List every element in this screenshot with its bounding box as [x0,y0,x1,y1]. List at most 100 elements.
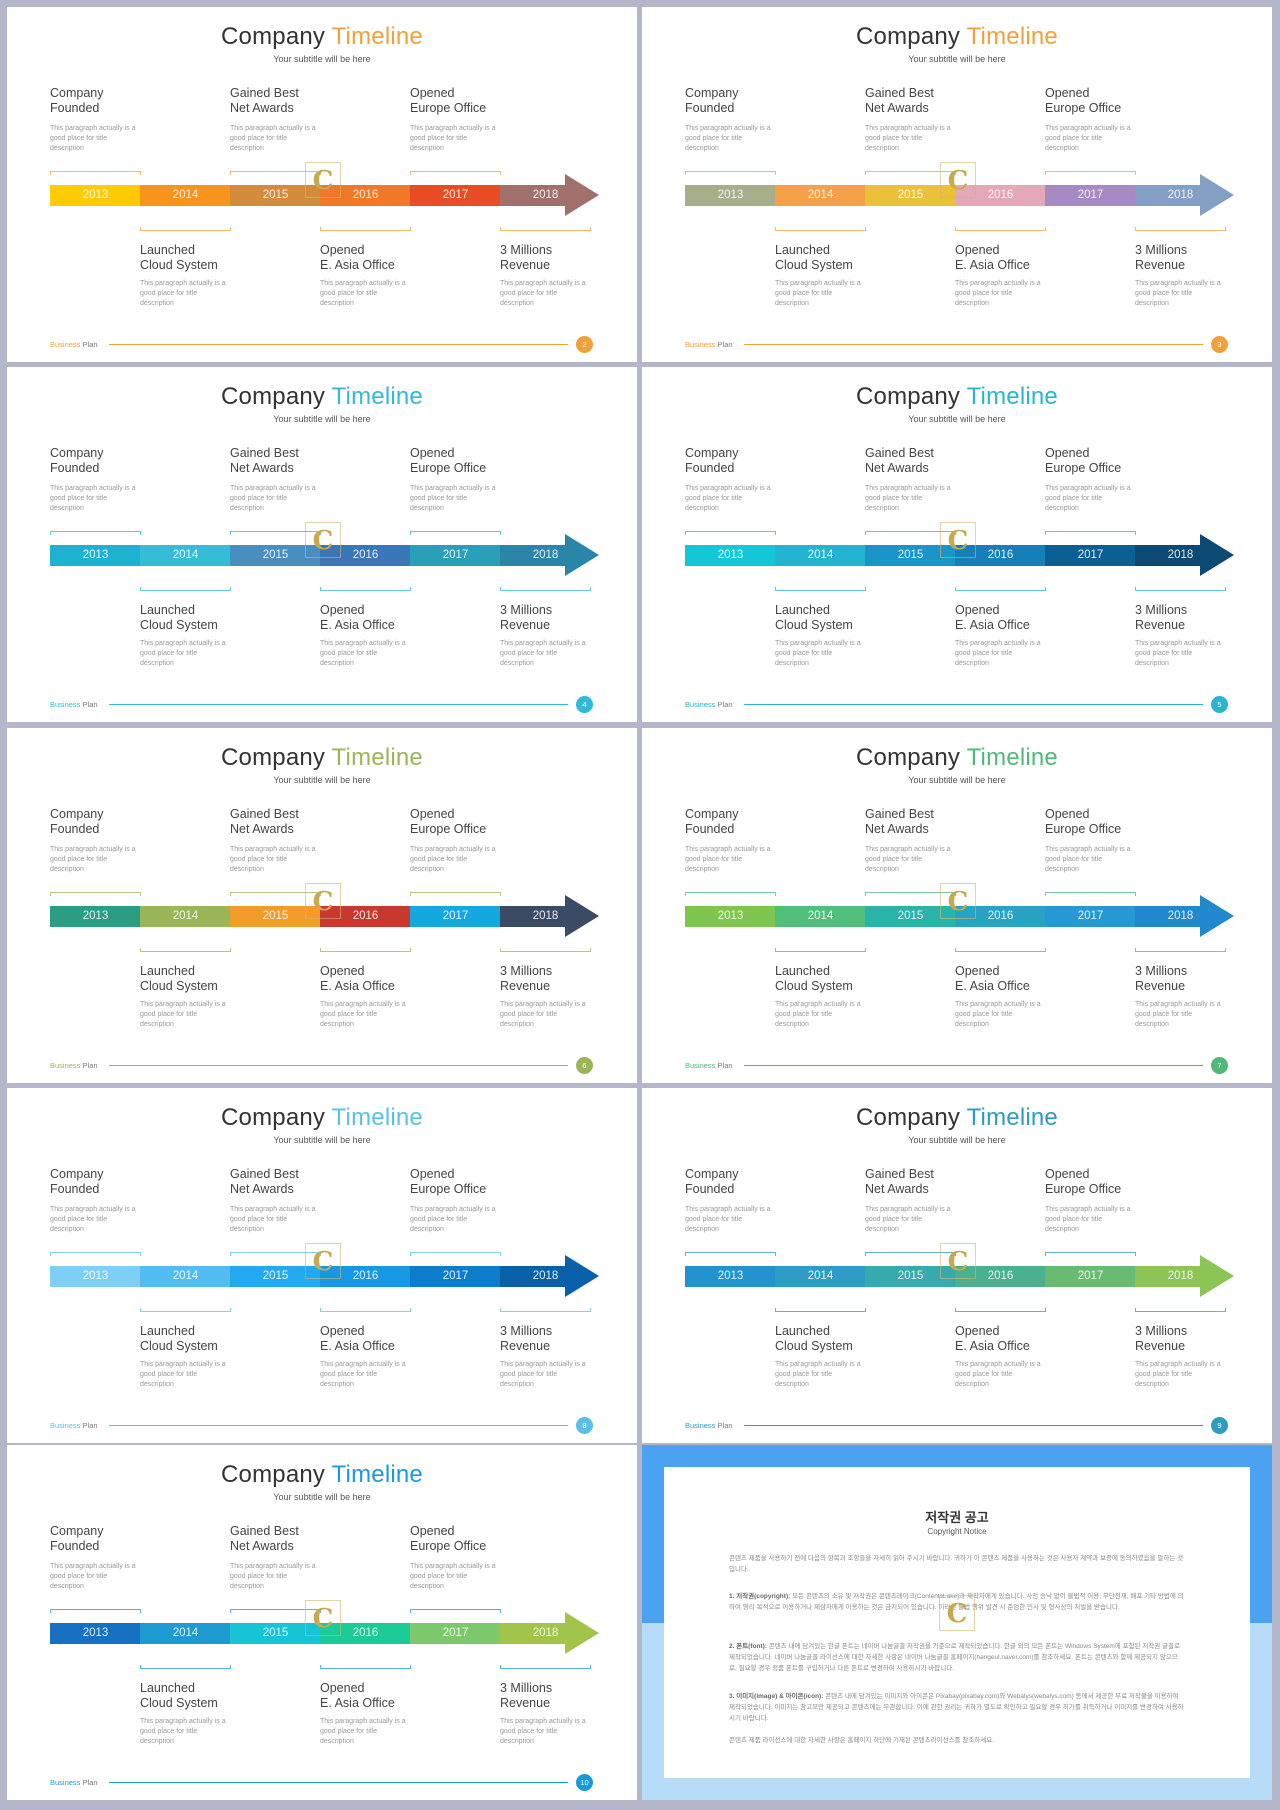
year-2016: 2016 [955,545,1046,566]
event-title-launched-cloud-system: Launched Cloud System [140,1681,218,1710]
event-desc: This paragraph actually is a good place f… [230,1563,316,1590]
year-2014: 2014 [140,545,231,566]
timeline-slide-6[interactable]: Company Timeline Your subtitle will be h… [7,728,637,1083]
bracket [955,587,1046,591]
slide-title: Company Timeline [856,23,1058,50]
timeline-arrow-head [1200,534,1234,576]
timeline-arrow-head [1200,1255,1234,1297]
year-2016: 2016 [955,1266,1046,1287]
footer-line [744,704,1203,705]
bracket [1135,1308,1226,1312]
event-title-3-millions-revenue: 3 Millions Revenue [1135,603,1188,632]
timeline-arrow-head [565,534,599,576]
year-2013: 2013 [685,545,776,566]
year-2017: 2017 [1045,906,1136,927]
bracket [500,948,591,952]
timeline-slide-5[interactable]: Company Timeline Your subtitle will be h… [642,367,1272,722]
bracket [410,531,501,535]
event-title-launched-cloud-system: Launched Cloud System [775,964,853,993]
bracket [410,1252,501,1256]
bracket [865,171,956,175]
event-title-opened-e-asia-office: Opened E. Asia Office [955,964,1030,993]
bracket [230,531,321,535]
event-title-opened-e-asia-office: Opened E. Asia Office [320,603,395,632]
event-title-gained-best-net-awards: Gained Best Net Awards [865,86,934,115]
watermark-logo: C [305,1600,341,1636]
year-2013: 2013 [685,906,776,927]
bracket [955,1308,1046,1312]
bracket [500,227,591,231]
event-desc: This paragraph actually is a good place f… [955,1001,1041,1028]
bracket [955,227,1046,231]
page-number-badge: 6 [576,1057,593,1074]
event-desc: This paragraph actually is a good place f… [50,485,136,512]
bracket [230,1609,321,1613]
timeline-slide-10[interactable]: Company Timeline Your subtitle will be h… [7,1445,637,1800]
event-title-opened-e-asia-office: Opened E. Asia Office [320,1324,395,1353]
bracket [320,1308,411,1312]
footer-brand: Business Plan [50,700,98,709]
slide-title: Company Timeline [856,744,1058,771]
page-number-badge: 4 [576,696,593,713]
event-title-opened-e-asia-office: Opened E. Asia Office [955,1324,1030,1353]
watermark-logo: C [940,522,976,558]
year-2014: 2014 [140,1266,231,1287]
event-title-3-millions-revenue: 3 Millions Revenue [500,964,553,993]
year-2018: 2018 [1135,906,1201,927]
bracket [410,1609,501,1613]
event-desc: This paragraph actually is a good place f… [1045,485,1131,512]
bracket [320,587,411,591]
bracket [685,171,776,175]
event-desc: This paragraph actually is a good place f… [775,1001,861,1028]
timeline-slide-8[interactable]: Company Timeline Your subtitle will be h… [7,1088,637,1443]
timeline-slide-9[interactable]: Company Timeline Your subtitle will be h… [642,1088,1272,1443]
event-title-company-founded: Company Founded [50,446,104,475]
slide-subtitle: Your subtitle will be here [273,54,371,64]
footer-line [109,1782,568,1783]
year-2018: 2018 [1135,545,1201,566]
bracket [50,1252,141,1256]
event-desc: This paragraph actually is a good place f… [320,1361,406,1388]
year-2015: 2015 [865,906,956,927]
slide-subtitle: Your subtitle will be here [273,1135,371,1145]
event-title-gained-best-net-awards: Gained Best Net Awards [230,807,299,836]
watermark-logo: C [939,1595,975,1631]
event-title-opened-e-asia-office: Opened E. Asia Office [955,603,1030,632]
page-number-badge: 8 [576,1417,593,1434]
timeline-arrow-head [1200,895,1234,937]
timeline-slide-4[interactable]: Company Timeline Your subtitle will be h… [7,367,637,722]
slide-title: Company Timeline [856,383,1058,410]
event-desc: This paragraph actually is a good place f… [410,485,496,512]
timeline-slide-2[interactable]: Company Timeline Your subtitle will be h… [7,7,637,362]
event-title-opened-e-asia-office: Opened E. Asia Office [955,243,1030,272]
year-2017: 2017 [1045,185,1136,206]
page-number-badge: 9 [1211,1417,1228,1434]
year-2016: 2016 [955,906,1046,927]
bracket [50,531,141,535]
event-desc: This paragraph actually is a good place f… [685,485,771,512]
bracket [230,171,321,175]
year-2016: 2016 [320,906,411,927]
bracket [775,1308,866,1312]
event-desc: This paragraph actually is a good place f… [1045,846,1131,873]
bracket [1045,171,1136,175]
watermark-logo: C [305,883,341,919]
event-title-opened-europe-office: Opened Europe Office [410,86,487,115]
year-2013: 2013 [50,1266,141,1287]
event-desc: This paragraph actually is a good place f… [140,640,226,667]
event-desc: This paragraph actually is a good place f… [685,1206,771,1233]
bracket [685,531,776,535]
event-desc: This paragraph actually is a good place f… [1045,1206,1131,1233]
year-2018: 2018 [1135,185,1201,206]
page-number-badge: 2 [576,336,593,353]
bracket [1045,1252,1136,1256]
copyright-notice-slide[interactable]: 저작권 공고 Copyright Notice 콘텐츠 제품을 사용하기 전에 … [642,1445,1272,1800]
year-2015: 2015 [230,906,321,927]
timeline-slide-3[interactable]: Company Timeline Your subtitle will be h… [642,7,1272,362]
event-desc: This paragraph actually is a good place f… [865,1206,951,1233]
year-2014: 2014 [140,185,231,206]
timeline-slide-7[interactable]: Company Timeline Your subtitle will be h… [642,728,1272,1083]
event-title-gained-best-net-awards: Gained Best Net Awards [230,1167,299,1196]
year-2017: 2017 [1045,1266,1136,1287]
bracket [865,1252,956,1256]
